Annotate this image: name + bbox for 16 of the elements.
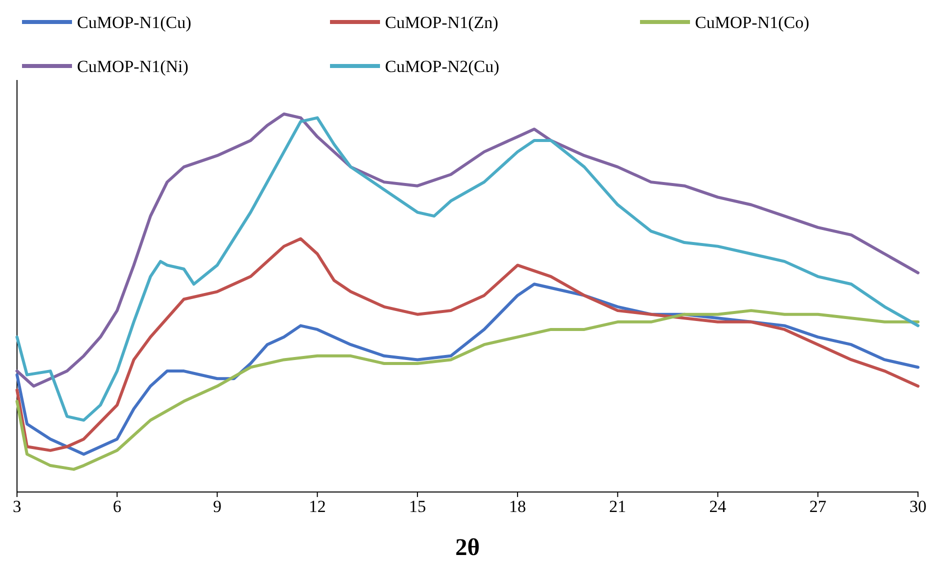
legend-label: CuMOP-N1(Cu) — [77, 13, 192, 32]
x-tick-label: 24 — [709, 497, 727, 516]
x-tick-label: 18 — [509, 497, 526, 516]
legend-label: CuMOP-N1(Ni) — [77, 57, 188, 76]
x-tick-label: 27 — [809, 497, 827, 516]
legend-label: CuMOP-N1(Zn) — [385, 13, 498, 32]
x-tick-label: 21 — [609, 497, 626, 516]
x-tick-label: 9 — [212, 497, 222, 516]
legend-label: CuMOP-N1(Co) — [695, 13, 810, 32]
x-tick-label: 30 — [910, 497, 926, 516]
legend-label: CuMOP-N2(Cu) — [385, 57, 500, 76]
x-axis-title: 2θ — [455, 535, 480, 561]
x-tick-label: 3 — [12, 497, 22, 516]
x-tick-label: 6 — [112, 497, 122, 516]
x-tick-label: 12 — [308, 497, 326, 516]
x-tick-label: 15 — [408, 497, 426, 516]
